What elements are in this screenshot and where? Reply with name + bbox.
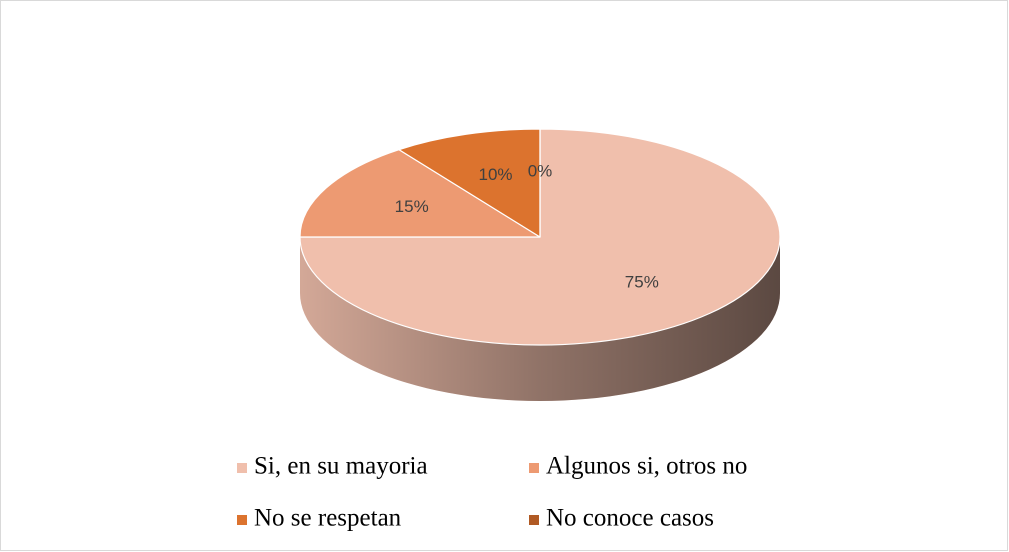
legend-swatch: [529, 515, 539, 525]
legend-swatch: [529, 463, 539, 473]
data-label: 10%: [478, 165, 512, 184]
pie-slice: [299, 149, 541, 238]
data-label: 75%: [625, 272, 659, 291]
data-labels: 75% 15% 10% 0%: [395, 162, 659, 292]
legend-label: No se respetan: [254, 505, 402, 532]
legend-swatch: [237, 463, 247, 473]
legend-label: No conoce casos: [546, 505, 714, 532]
pie-slice: [398, 128, 541, 238]
pie-tops: [299, 128, 781, 346]
legend-swatch: [237, 515, 247, 525]
legend: Si, en su mayoria Algunos si, otros no No …: [237, 453, 747, 532]
legend-label: Si, en su mayoria: [254, 453, 428, 480]
data-label: 15%: [395, 197, 429, 216]
legend-label: Algunos si, otros no: [546, 453, 747, 480]
pie-slice: [299, 128, 781, 346]
data-label: 0%: [528, 162, 553, 181]
pie-sides: [300, 237, 780, 401]
slice-side-shade: [300, 237, 780, 401]
